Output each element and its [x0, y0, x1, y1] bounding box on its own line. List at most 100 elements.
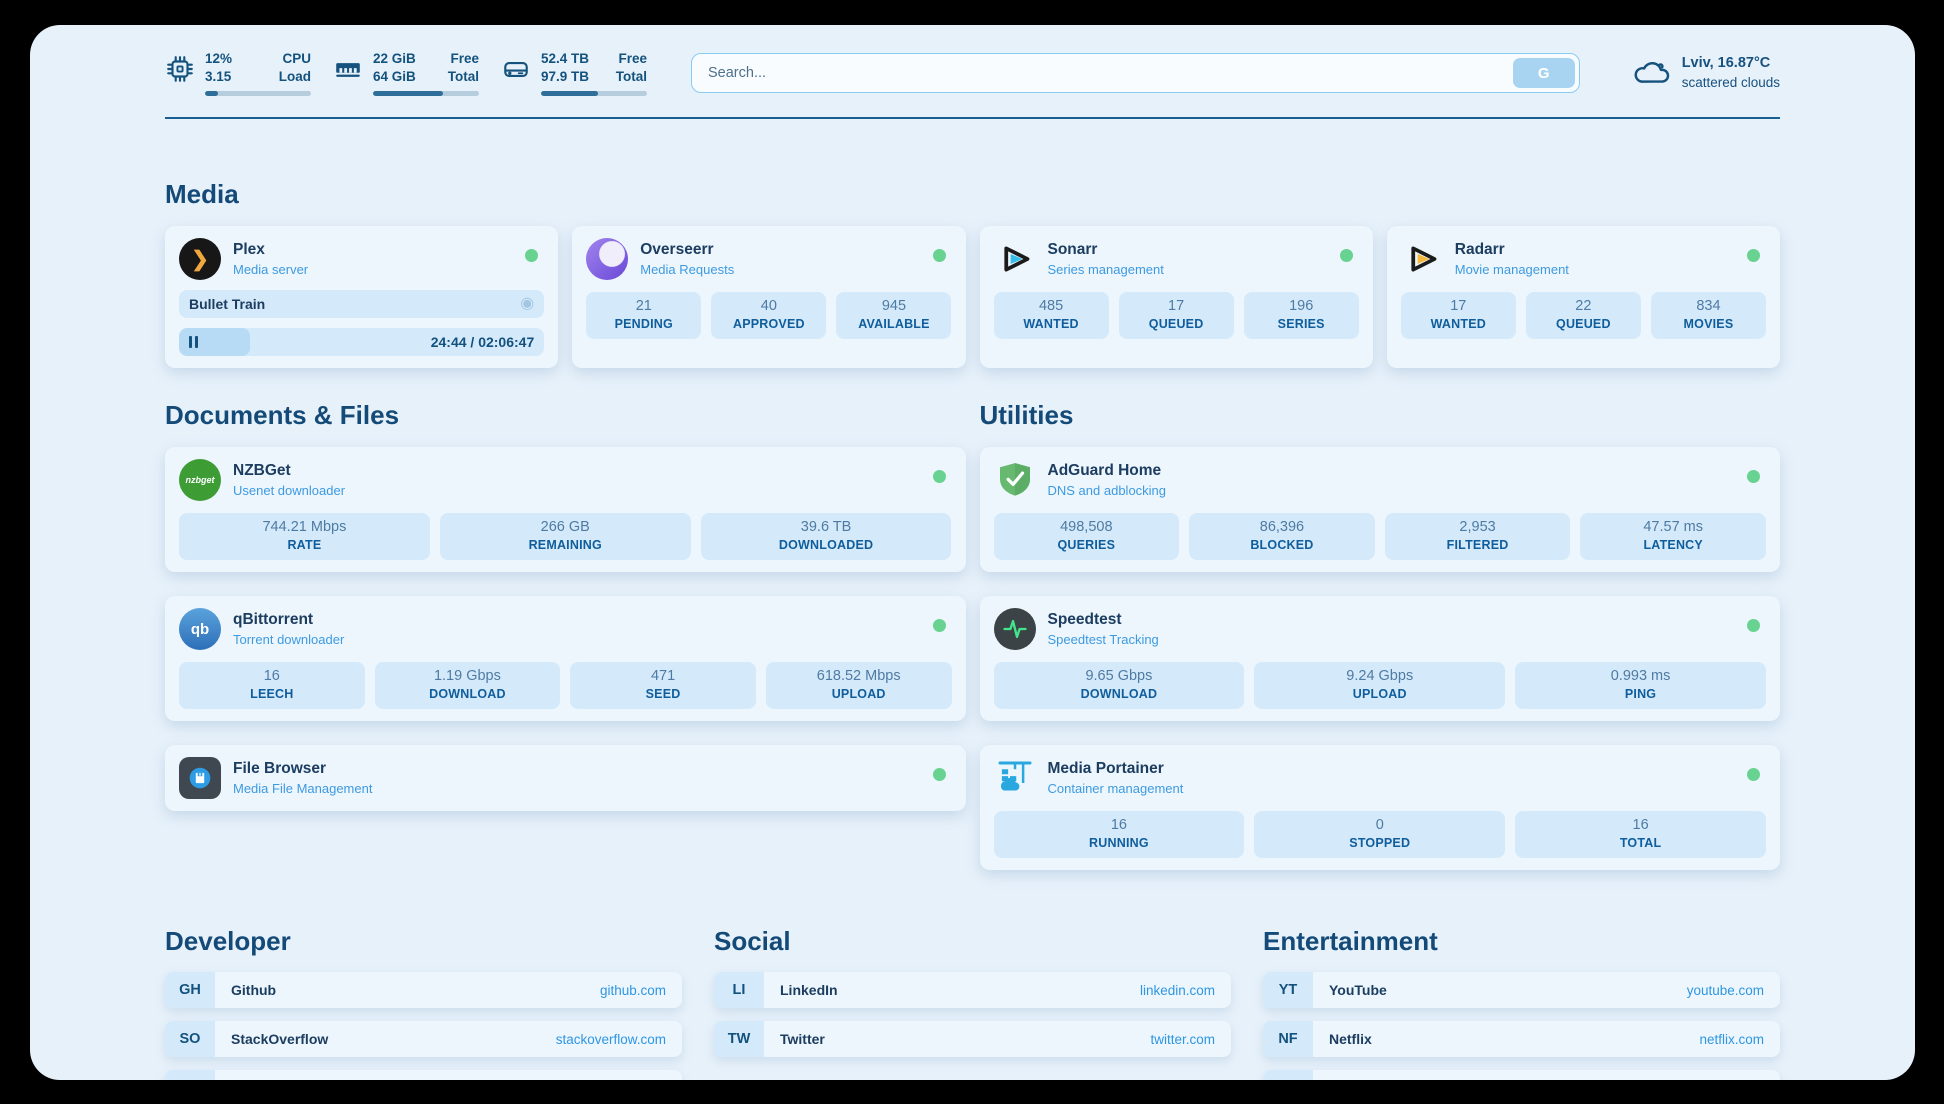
adguard-title: AdGuard Home [1047, 462, 1162, 479]
adguard-card[interactable]: AdGuard Home DNS and adblocking 498,508 … [979, 447, 1780, 572]
stat-movies: 834 MOVIES [1650, 292, 1766, 339]
system-monitors: 12% 3.15 CPU Load [165, 50, 647, 97]
section-heading-media: Media [165, 179, 239, 209]
utilities-column: Utilities [979, 400, 1780, 870]
nzbget-card[interactable]: nzbget NZBGet Usenet downloader 744.21 M… [165, 447, 966, 572]
speedtest-title: Speedtest [1047, 611, 1122, 628]
linkedin-badge: LI [714, 972, 764, 1008]
ram-free-value: 22 GiB [373, 50, 416, 66]
disk-progress-bar [541, 91, 647, 97]
twitter-badge: TW [714, 1021, 764, 1057]
radarr-card[interactable]: Radarr Movie management 17 WANTED 22 QUE… [1386, 226, 1780, 368]
link-dev[interactable]: DT DEV dev.to [165, 1070, 682, 1080]
plex-subtitle: Media server [233, 262, 309, 277]
section-heading-entertainment: Entertainment [1263, 926, 1438, 956]
portainer-title: Media Portainer [1047, 760, 1164, 777]
cpu-usage-value: 12% [205, 50, 233, 66]
plex-title: Plex [233, 241, 265, 258]
overseerr-icon [586, 238, 629, 280]
stat-download: 1.19 Gbps DOWNLOAD [374, 662, 561, 709]
stat-latency: 47.57 ms LATENCY [1580, 513, 1766, 560]
pause-icon [189, 336, 198, 348]
filebrowser-card[interactable]: File Browser Media File Management [165, 745, 966, 811]
radarr-title: Radarr [1454, 241, 1505, 258]
weather-location: Lviv, 16.87°C [1681, 55, 1771, 72]
overseerr-card[interactable]: Overseerr Media Requests 21 PENDING 40 A… [572, 226, 966, 368]
adguard-status-dot [1747, 470, 1760, 483]
weather-condition: scattered clouds [1681, 74, 1780, 90]
link-github[interactable]: GH Github github.com [165, 972, 682, 1008]
filebrowser-icon [179, 757, 221, 799]
portainer-subtitle: Container management [1047, 781, 1184, 796]
portainer-icon [994, 757, 1036, 799]
overseerr-title: Overseerr [640, 241, 714, 258]
stat-series: 196 SERIES [1243, 292, 1359, 339]
disk-free-value: 52.4 TB [541, 50, 590, 66]
header-divider [165, 117, 1780, 119]
ram-free-label: Free [450, 50, 479, 66]
disk-total-label: Total [615, 69, 647, 84]
adguard-subtitle: DNS and adblocking [1047, 483, 1167, 498]
link-twitter[interactable]: TW Twitter twitter.com [714, 1021, 1231, 1057]
overseerr-status-dot [932, 249, 946, 262]
nzbget-title: NZBGet [233, 462, 291, 479]
stat-ping: 0.993 ms PING [1515, 662, 1766, 709]
speedtest-subtitle: Speedtest Tracking [1047, 632, 1159, 647]
nzbget-subtitle: Usenet downloader [233, 483, 346, 498]
netflix-badge: NF [1263, 1021, 1313, 1057]
github-badge: GH [165, 972, 215, 1008]
stat-rate: 744.21 Mbps RATE [179, 513, 430, 560]
stat-approved: 40 APPROVED [711, 292, 827, 339]
nzbget-status-dot [932, 470, 946, 483]
stat-blocked: 86,396 BLOCKED [1189, 513, 1375, 560]
expand-player-icon[interactable]: ◉ [520, 295, 535, 312]
ram-total-label: Total [447, 69, 479, 84]
stat-filtered: 2,953 FILTERED [1384, 513, 1571, 560]
nzbget-icon: nzbget [179, 459, 221, 501]
dashboard: 12% 3.15 CPU Load [30, 25, 1915, 1080]
playback-progress-row: 24:44 / 02:06:47 [179, 328, 545, 356]
stat-upload: 9.24 Gbps UPLOAD [1254, 662, 1506, 709]
link-linkedin[interactable]: LI LinkedIn linkedin.com [714, 972, 1231, 1008]
now-playing-row: Bullet Train ◉ [179, 290, 545, 318]
cpu-load-value: 3.15 [205, 69, 232, 84]
speedtest-status-dot [1747, 619, 1760, 632]
link-stackoverflow[interactable]: SO StackOverflow stackoverflow.com [165, 1021, 682, 1057]
ram-total-value: 64 GiB [373, 69, 416, 84]
qbittorrent-card[interactable]: qb qBittorrent Torrent downloader 16 LEE… [165, 596, 966, 721]
qbittorrent-title: qBittorrent [233, 611, 314, 628]
qbittorrent-status-dot [932, 619, 946, 632]
section-heading-developer: Developer [165, 926, 291, 956]
weather-widget: Lviv, 16.87°C scattered clouds [1632, 53, 1780, 92]
load-label: Load [278, 69, 311, 84]
developer-section: Developer GH Github github.com SO StackO… [165, 926, 682, 1080]
link-netflix[interactable]: NF Netflix netflix.com [1263, 1021, 1780, 1057]
stat-stopped: 0 STOPPED [1254, 811, 1506, 858]
search-engine-button[interactable]: G [1512, 58, 1575, 88]
disk-free-label: Free [618, 50, 647, 66]
sonarr-title: Sonarr [1047, 241, 1098, 258]
speedtest-card[interactable]: Speedtest Speedtest Tracking 9.65 Gbps D… [979, 596, 1780, 721]
adguard-icon [994, 459, 1036, 501]
radarr-icon [1401, 238, 1443, 280]
search-input[interactable] [691, 53, 1580, 93]
hard-drive-icon [501, 54, 531, 89]
stat-downloaded: 39.6 TB DOWNLOADED [700, 513, 952, 560]
now-playing-title: Bullet Train [189, 296, 266, 312]
sonarr-card[interactable]: Sonarr Series management 485 WANTED 17 Q… [979, 226, 1373, 368]
link-reddit[interactable]: RE Reddit reddit.com [1263, 1070, 1780, 1080]
radarr-subtitle: Movie management [1454, 262, 1569, 277]
reddit-badge: RE [1263, 1070, 1313, 1080]
cpu-progress-bar [205, 91, 311, 97]
portainer-card[interactable]: Media Portainer Container management 16 … [979, 745, 1780, 870]
youtube-badge: YT [1263, 972, 1313, 1008]
stat-pending: 21 PENDING [586, 292, 702, 339]
cpu-monitor: 12% 3.15 CPU Load [165, 50, 311, 97]
stat-remaining: 266 GB REMAINING [439, 513, 691, 560]
plex-card[interactable]: ❯ Plex Media server Bullet Train ◉ 24:44… [165, 226, 559, 368]
sonarr-subtitle: Series management [1047, 262, 1164, 277]
search-container: G [691, 53, 1580, 93]
social-section: Social LI LinkedIn linkedin.com TW Twitt… [714, 926, 1231, 1057]
link-youtube[interactable]: YT YouTube youtube.com [1263, 972, 1780, 1008]
filebrowser-title: File Browser [233, 760, 327, 777]
